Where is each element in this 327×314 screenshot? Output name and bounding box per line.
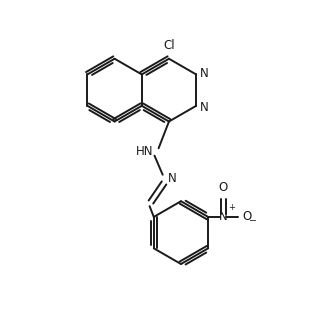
Text: +: + — [228, 203, 235, 212]
Text: HN: HN — [136, 145, 153, 158]
Text: N: N — [168, 172, 176, 185]
Text: Cl: Cl — [163, 39, 175, 52]
Text: N: N — [199, 67, 208, 79]
Text: N: N — [219, 210, 228, 224]
Text: O: O — [218, 181, 228, 194]
Text: N: N — [199, 101, 208, 114]
Text: O: O — [242, 210, 251, 224]
Text: −: − — [249, 215, 257, 224]
